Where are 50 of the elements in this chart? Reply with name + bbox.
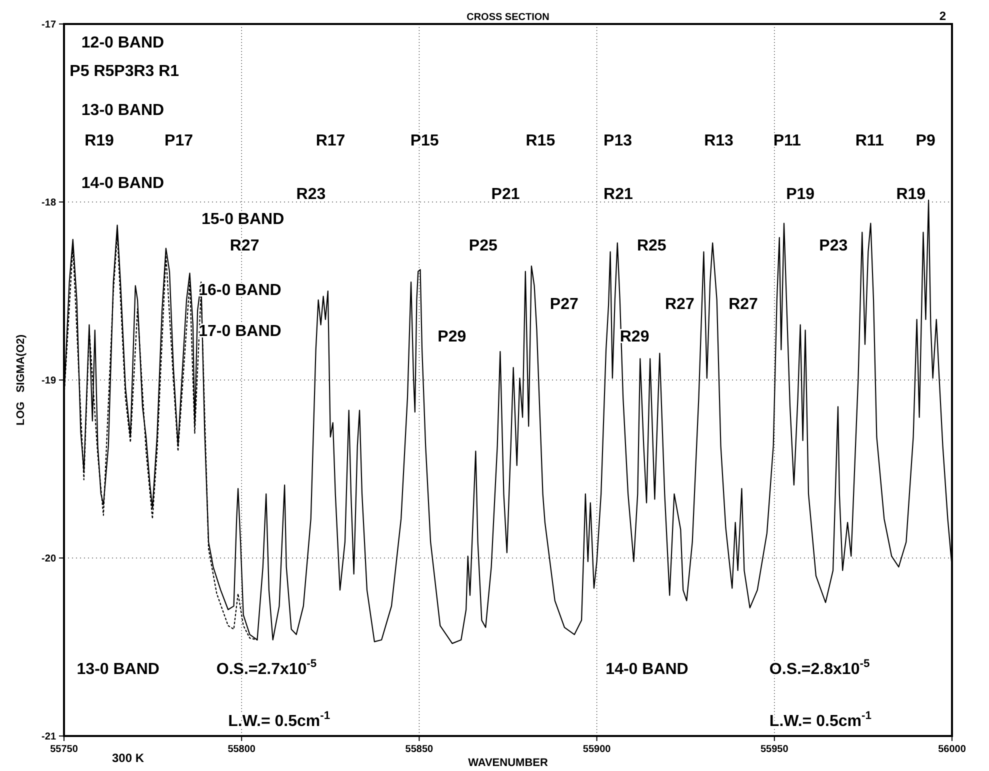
annotation: P19 bbox=[786, 186, 815, 204]
text: 2 bbox=[939, 9, 946, 23]
annotation: R27 bbox=[230, 238, 260, 255]
annotation: R27 bbox=[665, 296, 694, 314]
annotation: R27 bbox=[728, 296, 758, 314]
x-tick-label: 55800 bbox=[228, 744, 256, 755]
annotation: O.S.=2.8x10$^{-5}$ bbox=[769, 658, 870, 678]
annotation: P17 bbox=[164, 132, 194, 150]
x-tick-label: 55850 bbox=[405, 744, 434, 755]
annotation: R25 bbox=[636, 238, 666, 255]
annotation: P23 bbox=[819, 238, 848, 255]
x-tick-label: 55950 bbox=[760, 744, 789, 755]
y-tick-label: -18 bbox=[42, 198, 56, 208]
annotation: 15-0 BAND bbox=[201, 211, 284, 228]
annotation: R17 bbox=[316, 132, 346, 150]
annotation: 14-0 BAND bbox=[81, 175, 164, 192]
annotation: O.S.=2.7x10$^{-5}$ bbox=[216, 658, 317, 678]
annotation: 14-0 BAND bbox=[606, 661, 688, 678]
text: 300 K bbox=[112, 751, 144, 765]
x-tick-label: 55750 bbox=[50, 744, 78, 755]
y-tick-label: -20 bbox=[42, 554, 56, 564]
annotation: P13 bbox=[604, 132, 632, 150]
x-axis-title: WAVENUMBER bbox=[468, 757, 548, 769]
annotation: R23 bbox=[296, 186, 326, 204]
annotation: P11 bbox=[773, 132, 802, 150]
annotation: P29 bbox=[438, 328, 466, 346]
x-tick-label: 56000 bbox=[938, 744, 966, 755]
annotation: 13-0 BAND bbox=[81, 102, 164, 120]
x-tick-label: 55900 bbox=[582, 744, 612, 755]
annotation: R11 bbox=[855, 132, 884, 150]
annotation: R15 bbox=[526, 132, 556, 150]
annotation: P25 bbox=[468, 238, 498, 255]
annotation: 13-0 BAND bbox=[76, 661, 160, 678]
annotation: R19 bbox=[896, 186, 926, 204]
y-tick-label: -17 bbox=[42, 20, 56, 30]
annotation: L.W.= 0.5cm$^{-1}$ bbox=[228, 710, 330, 730]
chart-title: CROSS SECTION bbox=[466, 12, 550, 23]
annotation: 12-0 BAND bbox=[81, 34, 164, 52]
annotation: P9 bbox=[916, 132, 936, 150]
annotation: R13 bbox=[704, 132, 734, 150]
annotation: P27 bbox=[550, 296, 578, 314]
annotation: P5 R5P3R3 R1 bbox=[70, 63, 180, 80]
y-axis-title: LOG SIGMA(O2) bbox=[15, 334, 27, 426]
annotation: R21 bbox=[604, 186, 633, 204]
annotation: R19 bbox=[84, 132, 114, 150]
annotation: P15 bbox=[410, 132, 439, 150]
y-tick-label: -19 bbox=[42, 376, 56, 386]
annotation: P21 bbox=[491, 186, 520, 204]
annotation: L.W.= 0.5cm$^{-1}$ bbox=[769, 710, 872, 730]
y-tick-label: -21 bbox=[42, 732, 56, 742]
